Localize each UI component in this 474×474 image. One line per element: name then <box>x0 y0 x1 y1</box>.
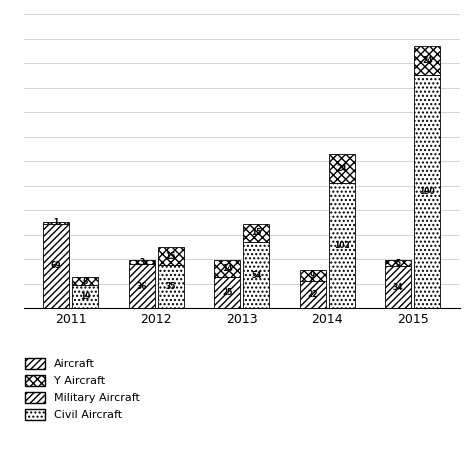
Text: 22: 22 <box>308 290 318 299</box>
Text: 102: 102 <box>334 241 350 250</box>
Bar <box>244 224 269 242</box>
Bar <box>158 265 183 308</box>
Bar <box>300 281 326 308</box>
Text: 14: 14 <box>222 264 232 273</box>
Bar <box>385 260 411 266</box>
Text: 24: 24 <box>337 164 347 173</box>
Bar <box>385 266 411 308</box>
Bar <box>43 224 69 308</box>
Text: 36: 36 <box>137 282 147 291</box>
Bar <box>43 222 69 224</box>
Text: 6: 6 <box>82 277 88 286</box>
Bar <box>214 277 240 308</box>
Bar <box>244 242 269 308</box>
Text: 19: 19 <box>80 292 91 301</box>
Legend: Aircraft, Y Aircraft, Military Aircraft, Civil Aircraft: Aircraft, Y Aircraft, Military Aircraft,… <box>25 358 140 420</box>
Text: 5: 5 <box>396 259 401 268</box>
Text: 3: 3 <box>139 258 144 267</box>
Text: 15: 15 <box>165 252 176 261</box>
Bar <box>73 285 98 308</box>
Bar <box>214 260 240 277</box>
Text: 1: 1 <box>54 219 59 228</box>
Text: 190: 190 <box>419 187 435 196</box>
Bar <box>158 247 183 265</box>
Bar <box>129 264 155 308</box>
Text: 34: 34 <box>393 283 403 292</box>
Bar <box>300 270 326 281</box>
Text: 9: 9 <box>310 271 315 280</box>
Bar <box>414 75 440 308</box>
Bar <box>414 46 440 75</box>
Bar <box>329 183 355 308</box>
Text: 25: 25 <box>222 288 232 297</box>
Bar <box>329 154 355 183</box>
Text: 24: 24 <box>422 56 433 65</box>
Bar <box>73 277 98 285</box>
Text: 69: 69 <box>51 261 62 270</box>
Text: 35: 35 <box>165 282 176 291</box>
Text: 15: 15 <box>251 228 262 237</box>
Bar <box>129 260 155 264</box>
Text: 54: 54 <box>251 271 262 280</box>
